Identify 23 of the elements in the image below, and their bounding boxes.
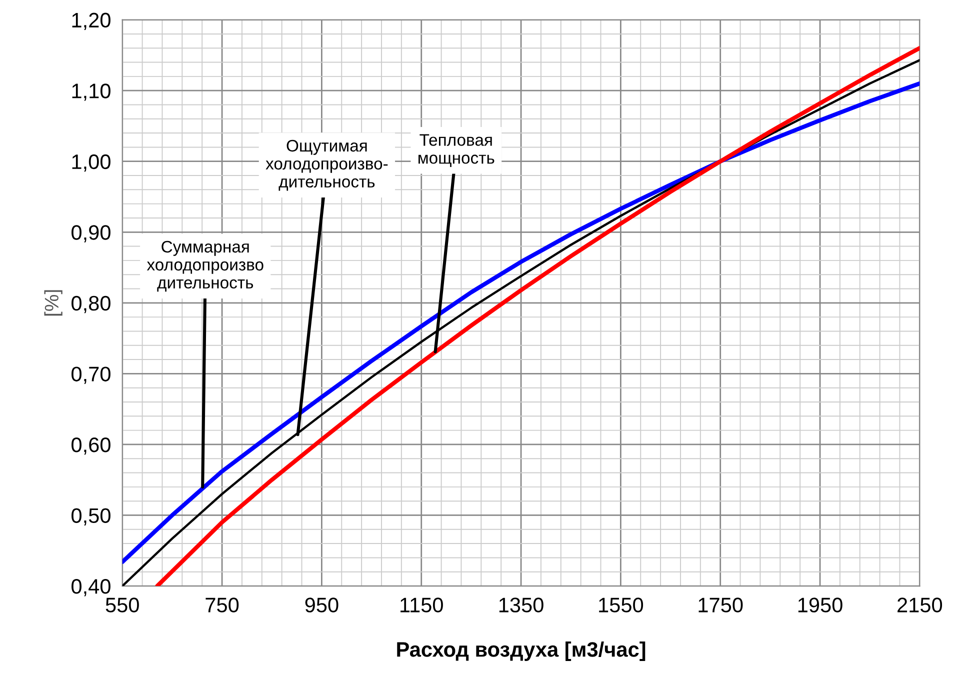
- x-tick-label: 1150: [400, 598, 443, 612]
- x-tick-label: 1350: [499, 598, 544, 612]
- y-axis-title: [%]: [44, 290, 62, 316]
- annotation: Суммарная холодопроизво дительность: [146, 240, 264, 292]
- y-tick-label: 0,90: [72, 225, 110, 242]
- y-tick-label: 1,10: [72, 84, 110, 101]
- y-tick-label: 0,70: [72, 366, 110, 384]
- annotation: Тепловая мощность: [418, 134, 494, 167]
- x-tick-label: 2150: [898, 598, 942, 612]
- y-tick-label: 0,80: [72, 296, 110, 314]
- y-tick-label: 0,40: [72, 579, 110, 596]
- x-tick-label: 950: [305, 598, 338, 612]
- y-tick-label: 1,00: [72, 154, 110, 172]
- x-tick-label: 750: [206, 598, 239, 612]
- y-tick-label: 0,50: [72, 508, 110, 526]
- x-tick-label: 1750: [698, 598, 743, 612]
- annotation: Ощутимая холодопроизво- дительность: [266, 140, 388, 191]
- x-tick-label: 550: [106, 598, 139, 612]
- x-tick-label: 1950: [798, 598, 842, 612]
- y-tick-label: 1,20: [72, 12, 110, 30]
- x-axis-title: Расход воздуха [м3/час]: [397, 642, 646, 661]
- x-tick-label: 1550: [599, 598, 644, 612]
- y-tick-label: 0,60: [72, 437, 110, 455]
